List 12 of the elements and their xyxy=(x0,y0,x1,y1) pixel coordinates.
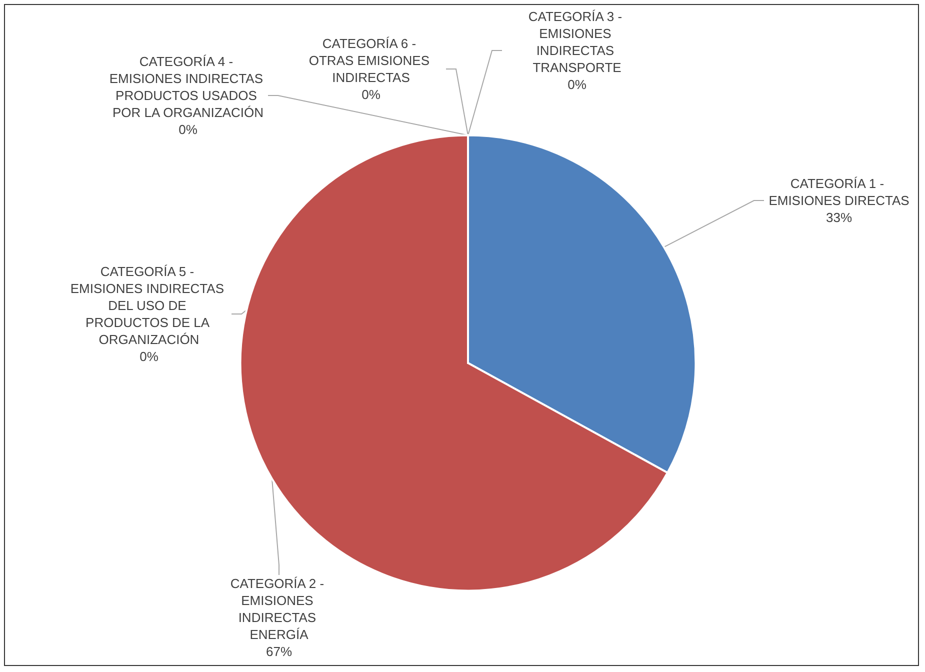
text: 0% xyxy=(362,87,380,102)
data-label: 33% xyxy=(826,210,852,225)
category-label: CATEGORÍA 5 - EMISIONES INDIRECTAS DEL USO DE PRODUCTOS DE LA ORGANIZACIÓN xyxy=(70,264,224,347)
slice-label: CATEGORÍA 1 - EMISIONES DIRECTAS xyxy=(768,176,910,208)
text: 0% xyxy=(140,349,158,364)
category-label: CATEGORÍA 4 - EMISIONES INDIRECTAS PRODUCTOS USADOS POR LA ORGANIZACIÓN xyxy=(109,54,264,120)
slice-label: CATEGORÍA 2 - EMISIONES INDIRECTAS ENERGÍA xyxy=(230,576,328,642)
category-label: CATEGORÍA 3 - EMISIONES INDIRECTAS TRANSPORTE xyxy=(528,9,622,75)
text: 0% xyxy=(568,77,586,92)
category-label: CATEGORÍA 6 - OTRAS EMISIONES INDIRECTAS xyxy=(308,36,430,85)
text: 0% xyxy=(178,122,198,137)
data-label: 67% xyxy=(266,644,292,659)
